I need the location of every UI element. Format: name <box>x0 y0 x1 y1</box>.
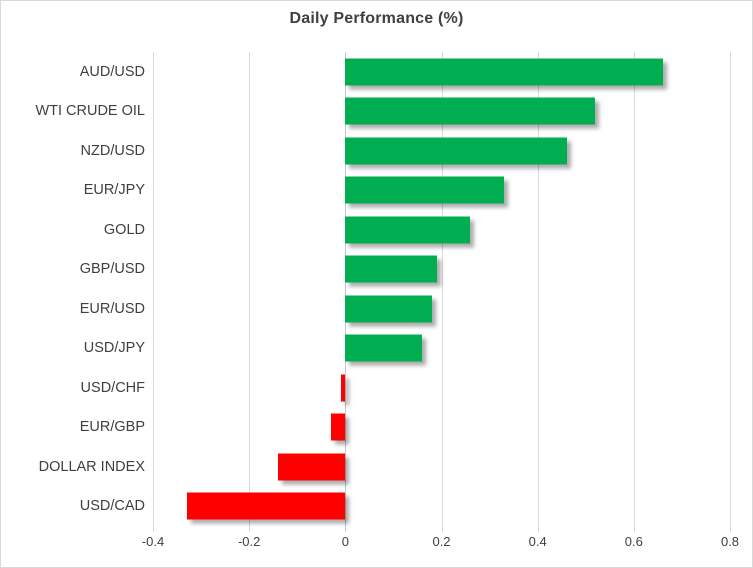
bar-gold <box>345 216 471 244</box>
bar-row <box>153 329 730 368</box>
bar-row <box>153 289 730 328</box>
plot-area <box>153 52 731 532</box>
gridline <box>441 52 443 532</box>
gridline <box>730 52 731 532</box>
bar-gbp-usd <box>345 255 437 283</box>
bar-wti-crude-oil <box>345 97 596 125</box>
bar-dollar-index <box>278 453 346 481</box>
value-axis: -0.4 -0.2 0 0.2 0.4 0.6 0.8 <box>142 534 739 552</box>
bar-eur-jpy <box>345 176 504 204</box>
x-tick-label: -0.2 <box>237 534 261 549</box>
bar-row <box>153 487 730 526</box>
category-label: NZD/USD <box>80 142 145 159</box>
gridline <box>633 52 635 532</box>
category-label: GOLD <box>103 221 145 238</box>
x-tick-label: 0.2 <box>432 534 451 549</box>
bar-row <box>153 131 730 170</box>
x-tick-label: -0.4 <box>141 534 165 549</box>
x-tick-label: 0.8 <box>720 534 740 549</box>
bar-row <box>153 368 730 407</box>
bar-usd-chf <box>340 374 346 402</box>
gridline <box>153 52 154 532</box>
bar-row <box>153 250 730 289</box>
category-label: DOLLAR INDEX <box>38 458 145 475</box>
bar-row <box>153 52 730 91</box>
category-axis-labels: AUD/USD WTI CRUDE OIL NZD/USD EUR/JPY GOLD GB… <box>1 52 145 526</box>
x-tick-label: 0.6 <box>624 534 643 549</box>
bar-usd-cad <box>186 492 346 520</box>
category-label: EUR/USD <box>79 300 145 317</box>
category-label: USD/CAD <box>79 498 145 515</box>
category-label: AUD/USD <box>79 63 145 80</box>
bar-row <box>153 171 730 210</box>
gridline <box>537 52 539 532</box>
bar-eur-usd <box>345 295 432 323</box>
chart-title: Daily Performance (%) <box>289 10 464 27</box>
category-label: EUR/JPY <box>83 182 145 199</box>
bar-row <box>153 91 730 130</box>
bar-row <box>153 210 730 249</box>
category-label: WTI CRUDE OIL <box>35 103 145 120</box>
bar-usd-jpy <box>345 334 423 362</box>
category-label: USD/JPY <box>83 340 145 357</box>
x-tick-label: 0.4 <box>528 534 547 549</box>
bar-nzd-usd <box>345 137 567 165</box>
bar-aud-usd <box>345 58 663 86</box>
zero-gridline <box>345 52 347 532</box>
x-tick-label: 0 <box>341 534 349 549</box>
category-label: USD/CHF <box>80 379 145 396</box>
bar-eur-gbp <box>330 413 346 441</box>
bar-row <box>153 447 730 486</box>
category-label: EUR/GBP <box>79 419 145 436</box>
gridline <box>249 52 251 532</box>
bar-row <box>153 408 730 447</box>
category-label: GBP/USD <box>79 261 145 278</box>
